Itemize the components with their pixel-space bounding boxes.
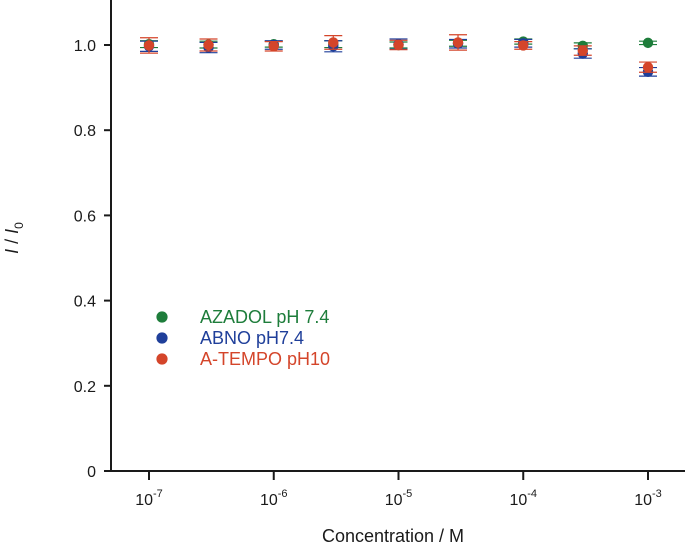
x-tick-label-base: 10 (385, 492, 403, 509)
x-tick-label-exponent: -6 (278, 488, 288, 500)
series-2 (140, 34, 657, 73)
legend-label: A-TEMPO pH10 (200, 349, 330, 369)
x-tick-label-exponent: -3 (652, 488, 662, 500)
data-point (518, 40, 529, 51)
x-tick-label-exponent: -7 (153, 488, 163, 500)
x-tick-label-base: 10 (260, 492, 278, 509)
y-axis-title: I / I0 (2, 222, 26, 254)
legend-marker (156, 353, 168, 365)
data-point (268, 41, 279, 52)
x-tick-label: 10-7 (135, 488, 163, 509)
y-axis-title-subscript: 0 (12, 222, 26, 229)
data-point (642, 61, 654, 73)
x-tick-label-exponent: -5 (403, 488, 413, 500)
x-tick-label-base: 10 (634, 492, 652, 509)
y-tick-label: 0.6 (74, 208, 96, 225)
y-tick-label: 0.4 (74, 294, 96, 311)
x-tick-label-base: 10 (509, 492, 527, 509)
x-tick-label: 10-3 (634, 488, 662, 509)
y-axis-title-sub-base: I (2, 229, 22, 234)
x-ticks: 10-7 10-6 10-5 10-4 10-3 (135, 471, 662, 509)
legend-marker (156, 332, 168, 344)
y-axis-title-sep: / (2, 234, 22, 249)
data-point (143, 40, 155, 51)
series-layer (140, 34, 657, 78)
data-point (452, 37, 464, 48)
axes (110, 0, 685, 472)
x-axis-title: Concentration / M (322, 526, 464, 544)
y-tick-label: 0.2 (74, 379, 96, 396)
y-tick-label: 0.8 (74, 123, 96, 140)
x-tick-label: 10-5 (385, 488, 413, 509)
x-tick-label-exponent: -4 (527, 488, 537, 500)
data-point (642, 37, 654, 49)
data-point (203, 39, 214, 51)
legend-label: AZADOL pH 7.4 (200, 307, 329, 327)
data-point (393, 39, 404, 51)
x-tick-label-base: 10 (135, 492, 153, 509)
y-tick-label: 0 (87, 464, 96, 481)
x-tick-label: 10-4 (509, 488, 537, 509)
legend-marker (156, 311, 168, 323)
y-tick-label: 1.0 (74, 38, 96, 55)
y-ticks: 0 0.2 0.4 0.6 0.8 1.0 (74, 38, 111, 481)
y-axis-title-main: I (2, 249, 22, 254)
legend-label: ABNO pH7.4 (200, 328, 304, 348)
x-tick-label: 10-6 (260, 488, 288, 509)
data-point (577, 45, 588, 56)
data-point (328, 37, 339, 48)
